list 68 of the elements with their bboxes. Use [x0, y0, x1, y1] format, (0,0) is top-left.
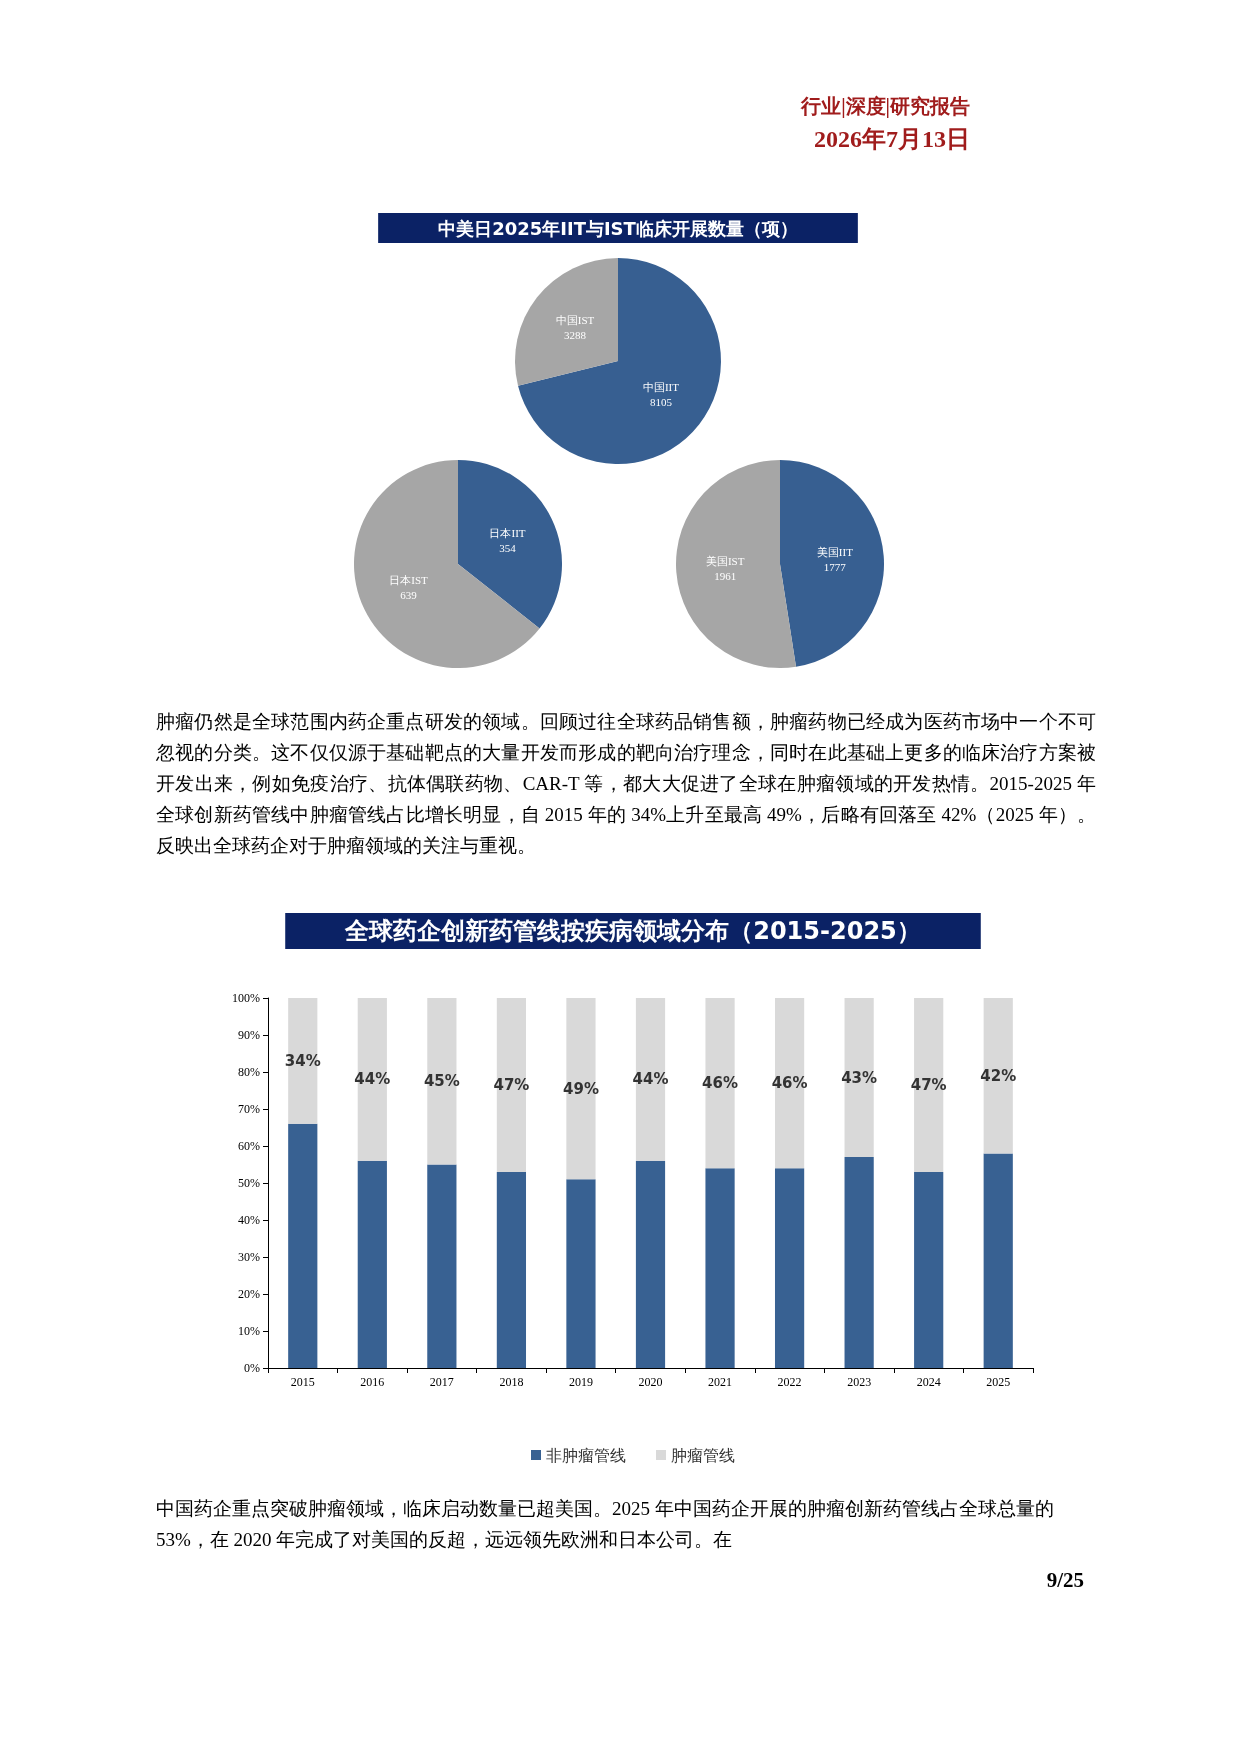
bar [774, 998, 805, 1169]
data-label: 46% [702, 1074, 738, 1093]
text: 行业|深度|研究报告 [801, 94, 970, 120]
x-tick-label: 2022 [777, 1375, 802, 1389]
data-label: 8105 [649, 396, 673, 409]
slice-label: 日本IST [389, 574, 429, 587]
slice-label: 美国IIT [816, 546, 854, 559]
legend-label: 非肿瘤管线 [546, 1446, 626, 1464]
bar [705, 1168, 735, 1368]
x-tick-label: 2020 [638, 1375, 663, 1389]
x-tick-label: 2021 [708, 1375, 733, 1389]
x-tick-label: 2025 [986, 1375, 1011, 1389]
bar [774, 1168, 805, 1368]
data-label: 354 [499, 541, 517, 554]
x-tick-label: 2017 [429, 1375, 454, 1389]
data-label: 1777 [823, 561, 847, 574]
x-tick-label: 2023 [847, 1375, 872, 1389]
slice-label: 中国IST [555, 313, 595, 326]
data-label: 639 [400, 589, 418, 602]
data-label: 1961 [714, 569, 737, 582]
data-label: 45% [423, 1072, 460, 1091]
text: 肿瘤仍然是全球范围内药企重点研发的领域。回顾过往全球药品销售额，肿瘤药物已经成为医药市场中一个不可忽视的分类。这不仅仅源于基础靶点的大量开发而形成的靶向治疗理念，同时在此基础上更多的临床治疗方案被开发出来，例如免疫治疗、抗体偶联药物、CAR-T 等，都大大促进了全球在肿瘤领域的开发热情。2015-2025 年全球创新药管线中肿瘤管线占比增长明显，自 2015 年的 34%上升至最高 49%，后略有回落至 42%（2025 年）。反映出全球药企对于肿瘤领域的关注与重视。 [156, 710, 1096, 858]
y-tick-label: 40% [238, 1213, 260, 1227]
bar [844, 1157, 874, 1368]
data-label: 44% [354, 1070, 391, 1089]
x-tick-label: 2019 [568, 1375, 593, 1389]
bar [496, 998, 527, 1172]
text: 9/25 [1046, 1568, 1084, 1593]
data-label: 49% [563, 1079, 599, 1098]
data-label: 3288 [564, 328, 587, 341]
legend-label: 肿瘤管线 [671, 1446, 735, 1464]
bar [983, 1153, 1013, 1368]
slice-label: 美国IST [705, 554, 745, 567]
x-tick-label: 2018 [499, 1375, 524, 1389]
y-tick-label: 10% [238, 1324, 260, 1338]
y-tick-label: 100% [232, 991, 260, 1005]
bar [427, 1164, 457, 1368]
slice-label: 日本IIT [489, 526, 526, 539]
x-tick-label: 2016 [360, 1375, 385, 1389]
y-tick-label: 0% [244, 1361, 260, 1375]
bar [566, 1179, 596, 1368]
bar [496, 1171, 527, 1368]
chart-title: 中美日2025年IIT与IST临床开展数量（项） [438, 217, 798, 239]
bar [357, 1160, 387, 1368]
data-label: 34% [284, 1051, 321, 1070]
data-label: 46% [771, 1074, 808, 1093]
chart-title: 全球药企创新药管线按疾病领域分布（2015-2025） [344, 917, 921, 945]
x-tick-label: 2024 [916, 1375, 941, 1389]
bar [914, 1171, 944, 1368]
bar [635, 998, 666, 1161]
slice-label: 中国IIT [642, 381, 680, 394]
data-label: 47% [910, 1075, 947, 1094]
y-tick-label: 20% [238, 1287, 260, 1301]
data-label: 42% [980, 1066, 1017, 1085]
text: 2026年7月13日 [814, 125, 970, 154]
y-tick-label: 60% [238, 1139, 260, 1153]
data-label: 43% [841, 1068, 878, 1087]
y-tick-label: 90% [238, 1028, 260, 1042]
data-label: 44% [632, 1070, 669, 1089]
bar [288, 1123, 318, 1368]
x-tick-label: 2015 [290, 1375, 315, 1389]
y-tick-label: 50% [238, 1176, 260, 1190]
data-label: 47% [493, 1075, 530, 1094]
text: 中国药企重点突破肿瘤领域，临床启动数量已超美国。2025 年中国药企开展的肿瘤创新药管线占全球总量的 53%，在 2020 年完成了对美国的反超，远远领先欧洲和日本公司。在 [156, 1497, 1055, 1552]
bar [635, 1160, 666, 1368]
y-tick-label: 70% [238, 1102, 260, 1116]
y-tick-label: 80% [238, 1065, 260, 1079]
y-tick-label: 30% [238, 1250, 260, 1264]
